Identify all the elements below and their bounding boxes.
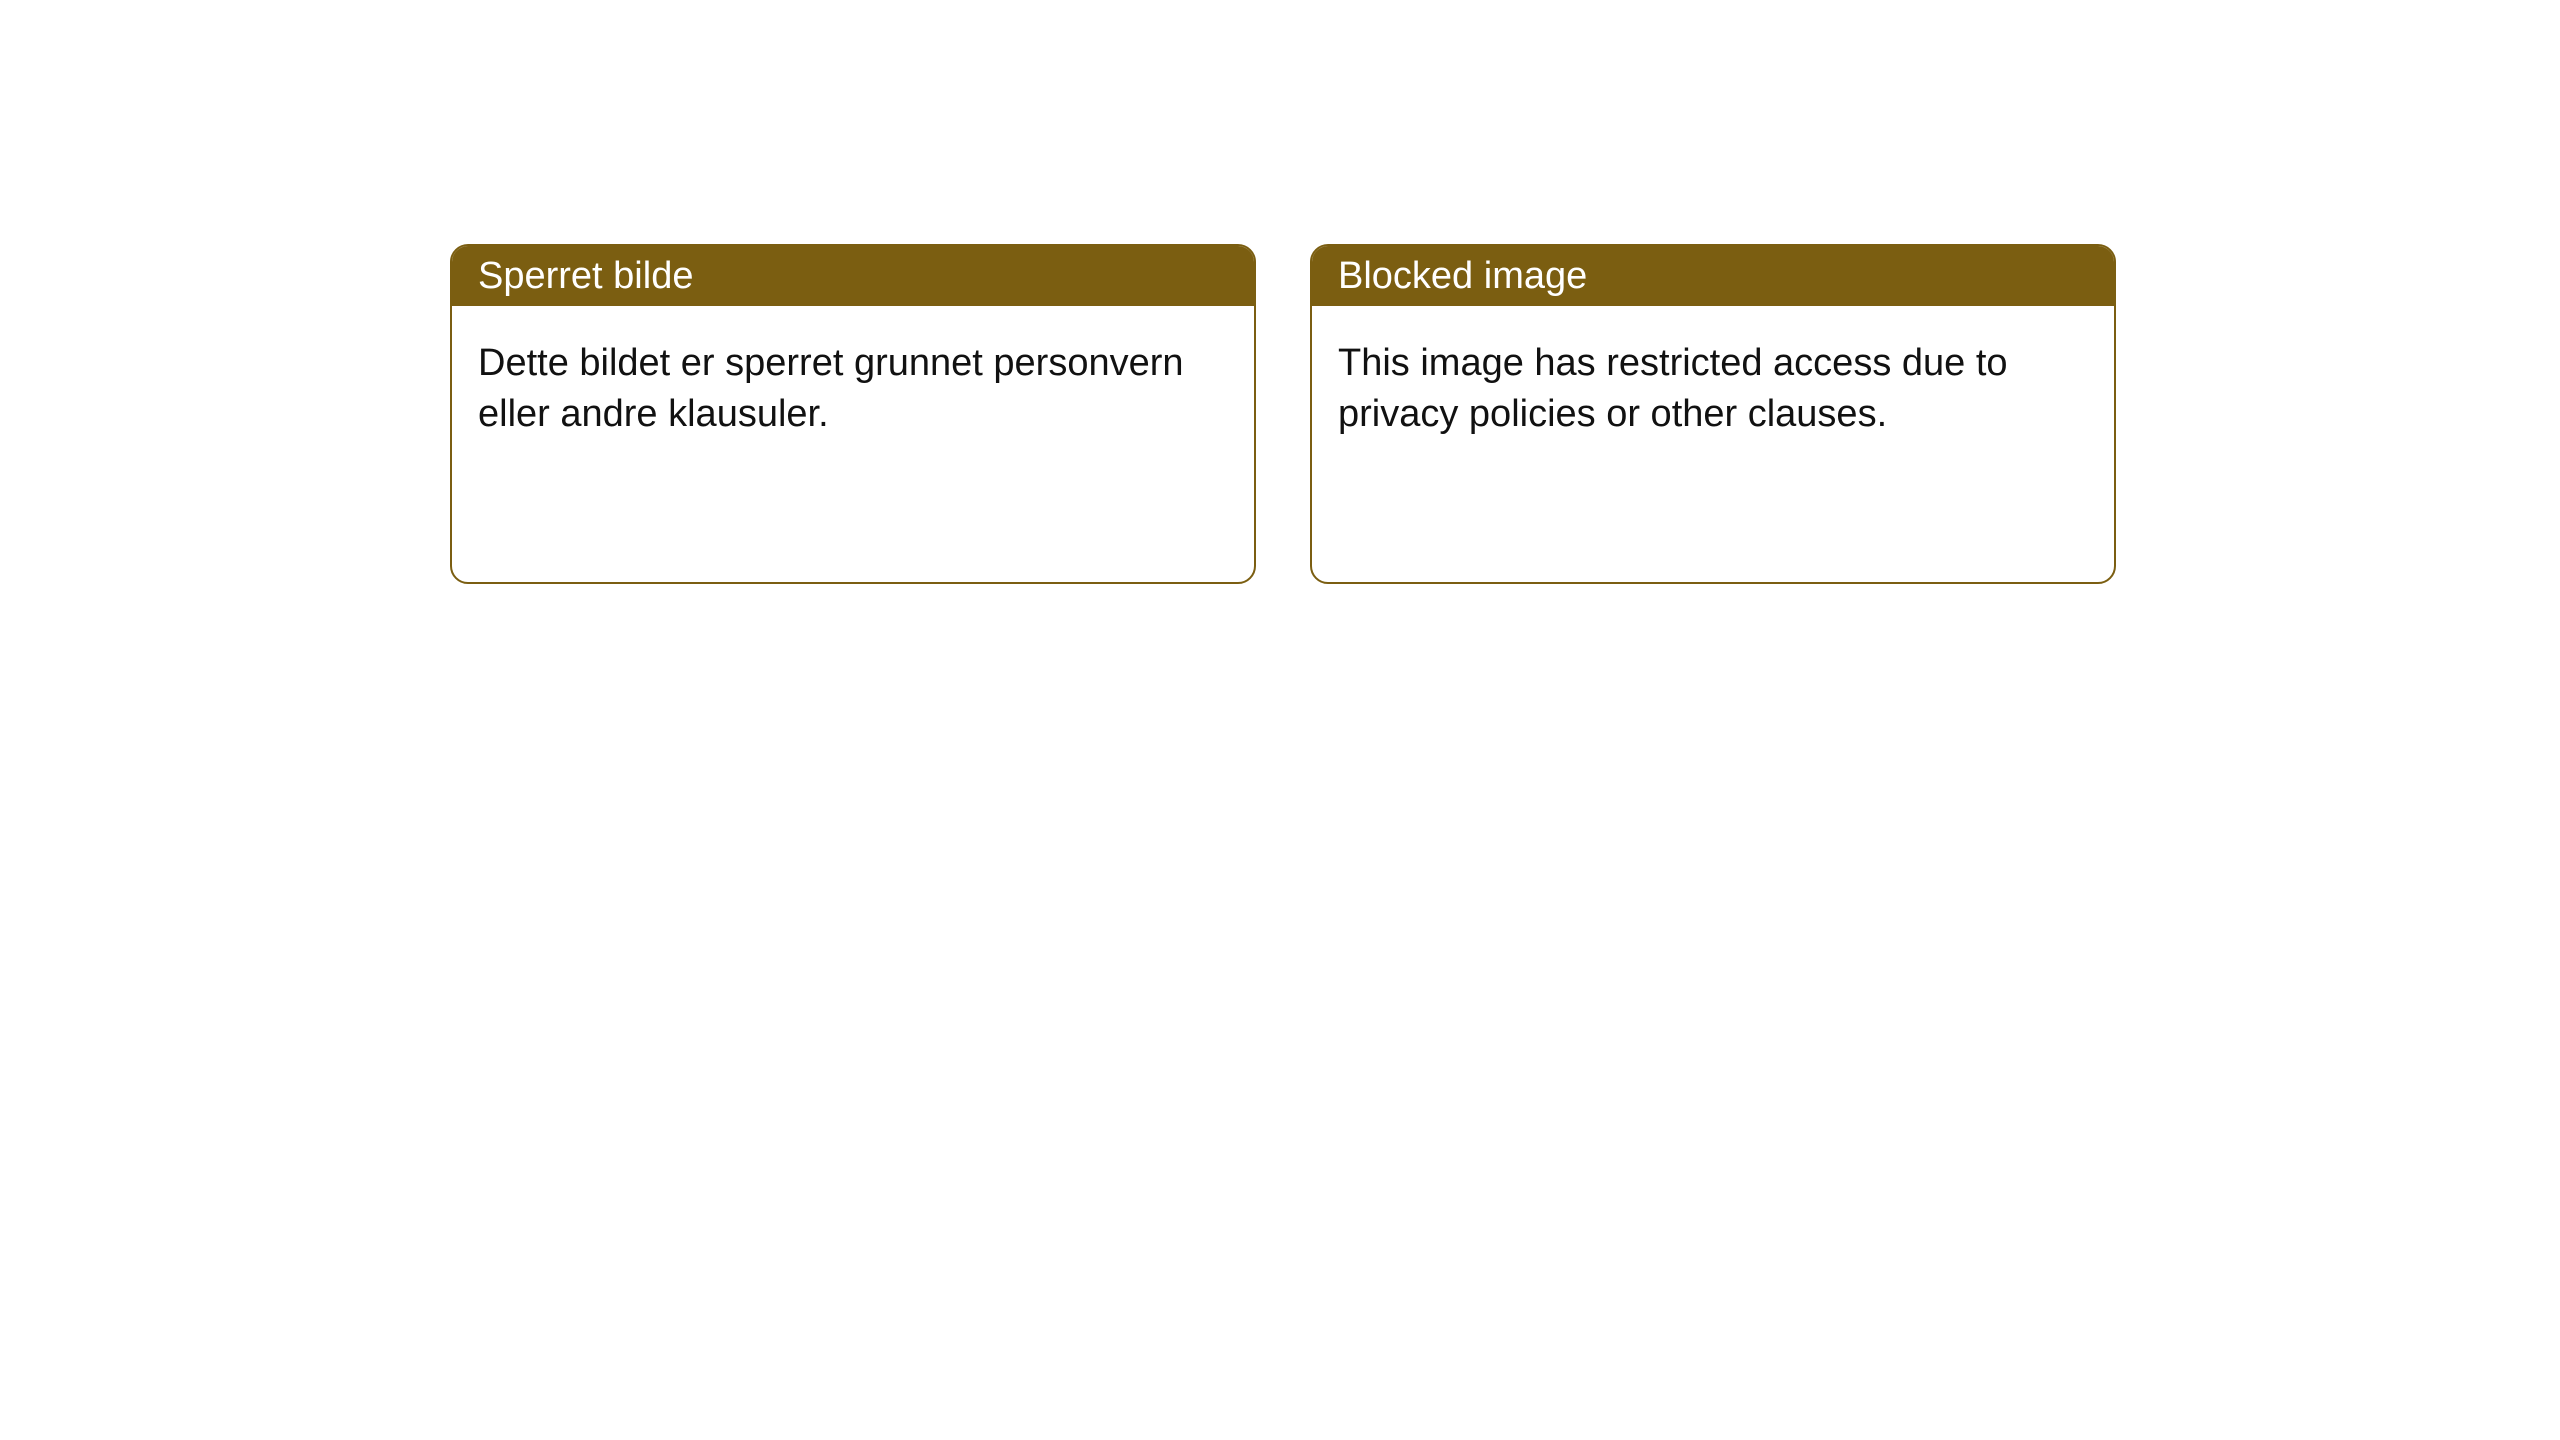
notice-title: Sperret bilde (452, 246, 1254, 306)
notice-box-norwegian: Sperret bilde Dette bildet er sperret gr… (450, 244, 1256, 584)
notice-title: Blocked image (1312, 246, 2114, 306)
notice-box-english: Blocked image This image has restricted … (1310, 244, 2116, 584)
notice-title-text: Sperret bilde (478, 255, 693, 298)
notice-message: Dette bildet er sperret grunnet personve… (452, 306, 1254, 473)
notice-container: Sperret bilde Dette bildet er sperret gr… (0, 0, 2560, 584)
notice-message-text: Dette bildet er sperret grunnet personve… (478, 342, 1184, 435)
notice-message-text: This image has restricted access due to … (1338, 342, 2008, 435)
notice-message: This image has restricted access due to … (1312, 306, 2114, 473)
notice-title-text: Blocked image (1338, 255, 1587, 298)
